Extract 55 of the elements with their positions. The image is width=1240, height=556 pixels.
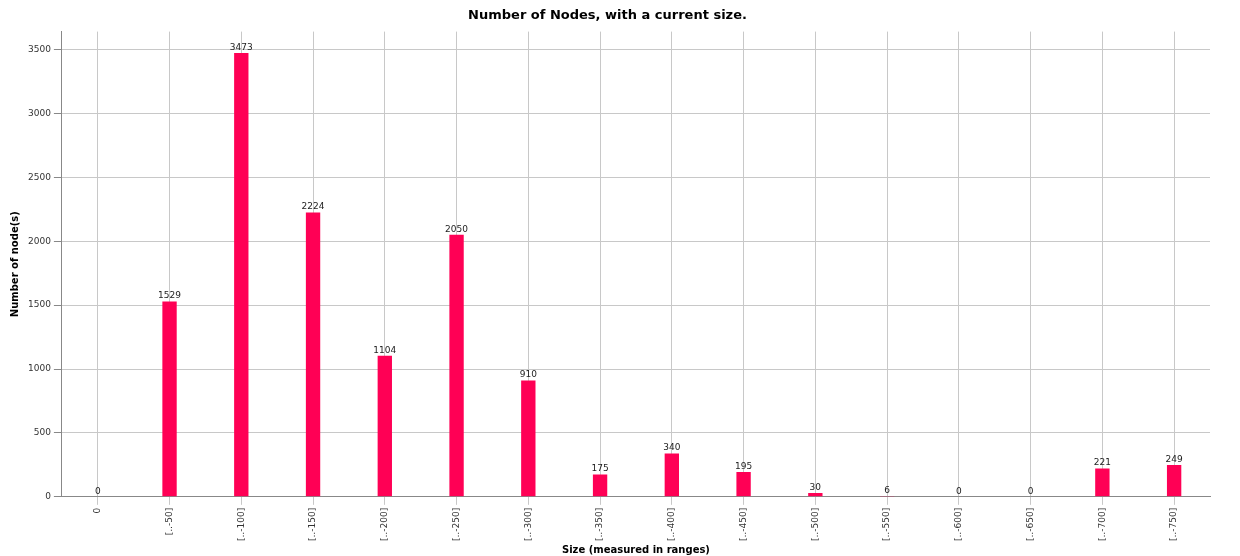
x-tick-label: [..-650] [1024,507,1035,541]
bar [449,234,464,497]
data-label: 175 [591,463,609,474]
x-tick-label: [..-250] [450,507,461,541]
bar [1095,468,1110,497]
bar [1166,465,1182,497]
x-tick-label: [..-450] [737,507,748,541]
data-label: 0 [1027,485,1034,496]
y-tick-label: 0 [45,491,52,502]
y-tick-label: 500 [33,427,52,438]
data-label: 910 [519,369,538,380]
y-tick-label: 1500 [28,299,52,310]
bar [736,471,751,497]
data-label: 1529 [158,290,182,301]
data-label: 3473 [229,41,253,52]
data-label: 2050 [445,223,469,234]
y-tick-label: 1000 [28,363,52,374]
data-label: 340 [663,442,681,453]
y-tick-label: 3000 [28,107,52,118]
y-tick-label: 2000 [28,235,52,246]
x-tick-label: [..-600] [953,507,964,541]
bar [234,52,249,497]
data-label: 0 [94,485,101,496]
bar [162,301,177,497]
data-label: 221 [1093,457,1111,468]
data-label: 1104 [373,344,397,355]
x-tick-label: [..-100] [235,507,246,541]
x-tick-label: [..-550] [881,507,892,541]
bar [377,355,392,497]
x-tick-label: [..-50] [163,507,174,536]
x-tick-label: [..-500] [809,507,820,541]
x-tick-label: [..-400] [666,507,677,541]
y-tick-label: 2500 [28,171,52,182]
x-tick-label: [..-200] [379,507,390,541]
x-axis-title: Size (measured in ranges) [561,543,710,555]
data-label: 195 [734,460,753,471]
data-label: 6 [884,484,891,495]
bar [808,493,823,497]
x-tick-label: [..-700] [1096,507,1107,541]
bar [664,453,680,497]
x-tick-label: [..-350] [594,507,605,541]
data-label: 0 [955,485,962,496]
bar [521,380,536,497]
data-label: 249 [1165,453,1183,464]
x-tick-label: [..-300] [522,507,533,541]
chart-title: Number of Nodes, with a current size. [468,7,747,23]
y-axis-title: Number of node(s) [8,211,20,318]
data-label: 2224 [301,201,325,212]
bar [592,474,608,497]
data-label: 30 [809,481,822,492]
x-tick-label: 0 [92,507,103,514]
bar [305,212,321,497]
x-tick-label: [..-150] [307,507,318,541]
x-tick-label: [..-750] [1168,507,1179,541]
y-tick-label: 3500 [28,43,52,54]
